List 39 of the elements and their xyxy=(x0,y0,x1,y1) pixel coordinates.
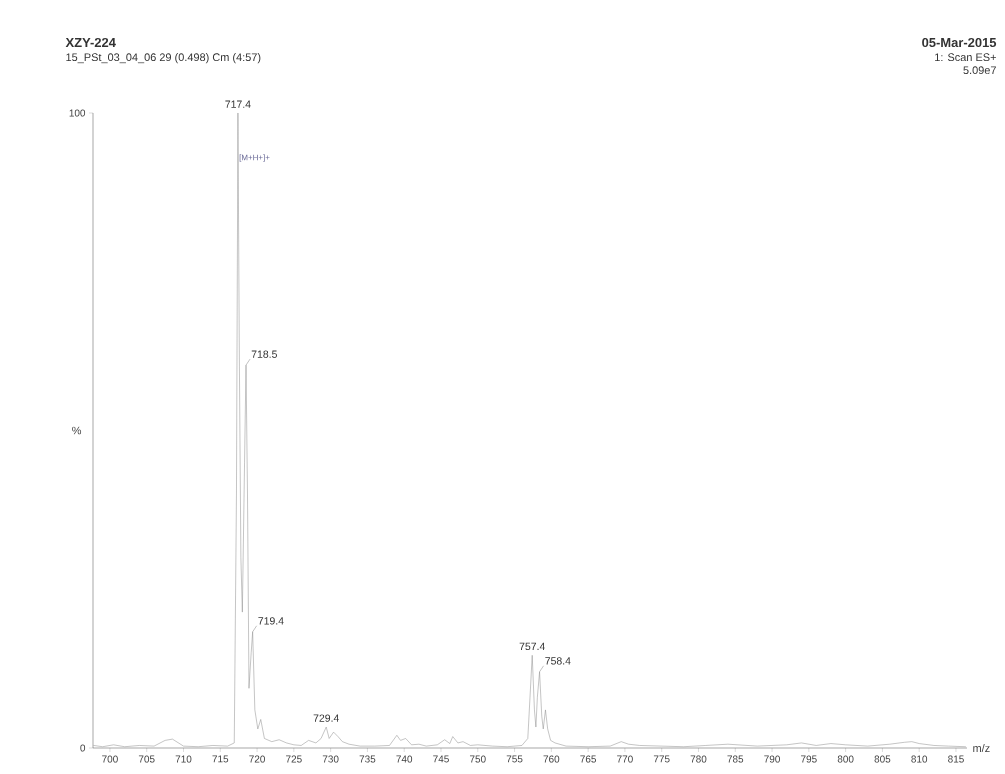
annotation: 718.5 xyxy=(251,350,277,358)
annotation: 717.4 xyxy=(225,100,251,108)
text: 1: Scan ES+ xyxy=(935,53,996,62)
x-tick-label: 810 xyxy=(911,755,928,763)
y-tick-label: 100 xyxy=(69,109,86,117)
x-tick-label: 735 xyxy=(359,755,376,763)
x-tick-label: 705 xyxy=(138,755,155,763)
x-tick-label: 770 xyxy=(617,755,633,763)
y-tick-label: 0 xyxy=(80,744,86,752)
x-tick-label: 805 xyxy=(874,755,891,763)
x-tick-label: 800 xyxy=(837,755,854,763)
y-axis-title: % xyxy=(72,426,82,435)
text: 5.09e7 xyxy=(963,66,996,75)
annotation: 719.4 xyxy=(258,617,284,625)
x-tick-label: 730 xyxy=(322,755,339,763)
x-tick-label: 745 xyxy=(433,755,449,763)
x-tick-label: 785 xyxy=(727,755,744,763)
chart-subtitle: 15_PSt_03_04_06 29 (0.498) Cm (4:57) xyxy=(66,53,261,64)
x-tick-label: 790 xyxy=(764,755,780,763)
x-tick-label: 760 xyxy=(543,755,560,763)
x-tick-label: 755 xyxy=(506,755,523,763)
x-tick-label: 750 xyxy=(469,755,486,763)
chart-title: XZY-224 xyxy=(65,37,116,47)
x-tick-label: 715 xyxy=(212,755,229,763)
x-axis-title: m/z xyxy=(973,743,990,753)
x-tick-label: 815 xyxy=(948,755,964,763)
annotation: 757.4 xyxy=(519,642,545,651)
x-tick-label: 720 xyxy=(249,755,265,763)
x-tick-label: 740 xyxy=(396,755,413,763)
text: 05-Mar-2015 xyxy=(922,37,997,48)
annotation: 758.4 xyxy=(545,657,571,665)
x-tick-label: 700 xyxy=(102,755,118,763)
x-tick-label: 710 xyxy=(175,755,192,763)
x-tick-label: 795 xyxy=(801,755,817,763)
x-tick-label: 780 xyxy=(690,755,707,763)
x-tick-label: 775 xyxy=(653,755,670,763)
annotation: 729.4 xyxy=(313,714,339,722)
x-tick-label: 725 xyxy=(286,755,302,763)
x-tick-label: 765 xyxy=(580,755,597,763)
